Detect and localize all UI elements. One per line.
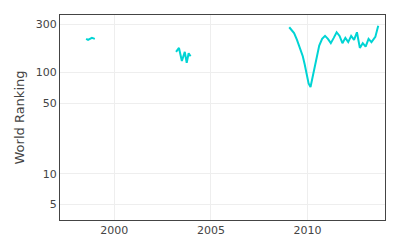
svg-text:2010: 2010 bbox=[294, 224, 322, 237]
svg-text:2000: 2000 bbox=[100, 224, 128, 237]
svg-text:5: 5 bbox=[50, 198, 57, 211]
svg-text:2005: 2005 bbox=[197, 224, 225, 237]
svg-text:10: 10 bbox=[43, 168, 57, 181]
svg-text:300: 300 bbox=[36, 18, 57, 31]
svg-text:50: 50 bbox=[43, 97, 57, 110]
svg-text:100: 100 bbox=[36, 66, 57, 79]
svg-text:World Ranking: World Ranking bbox=[12, 71, 27, 165]
